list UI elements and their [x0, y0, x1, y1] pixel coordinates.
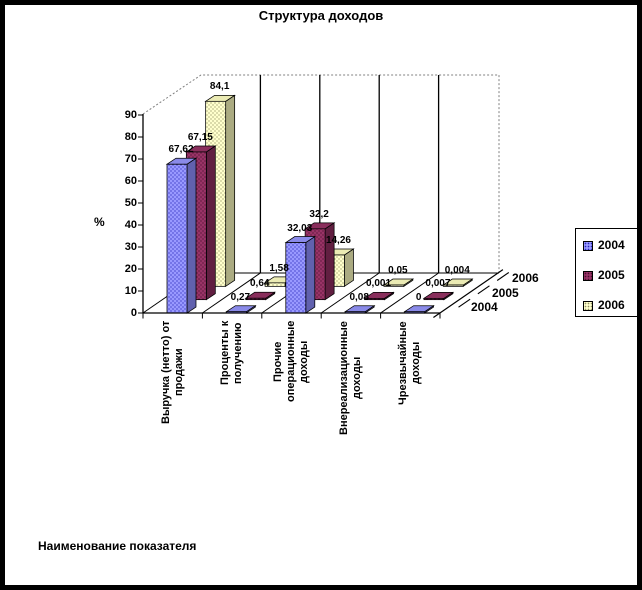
bar-front-face	[383, 284, 405, 287]
bar-front-face	[245, 297, 267, 301]
axes-group	[138, 114, 510, 319]
depth-tick-mark	[496, 272, 510, 281]
bar-2005-cat5	[422, 291, 455, 301]
bar-2004-cat2	[225, 304, 257, 314]
bar-front-face	[423, 297, 445, 301]
bar-2005-cat2	[244, 291, 276, 301]
depth-tick-mark	[458, 298, 471, 308]
bars-group	[165, 94, 474, 314]
floor-divider	[320, 272, 380, 314]
bar-front-face	[264, 282, 286, 287]
bar-front-face	[364, 297, 385, 301]
chart-canvas	[138, 74, 510, 319]
plot-gridlines	[142, 75, 499, 314]
floor-divider	[380, 272, 439, 314]
bar-front-face	[285, 242, 307, 314]
bar-front-face	[166, 163, 188, 314]
bar-side-face	[225, 94, 236, 288]
bar-side-face	[344, 248, 354, 288]
bar-2004-cat3	[284, 235, 317, 314]
bar-2006-cat5	[442, 278, 474, 288]
back-wall	[201, 75, 499, 273]
bar-side-face	[324, 222, 335, 301]
bar-2006-cat4	[382, 278, 415, 288]
bar-2004-cat1	[165, 157, 198, 314]
bar-2005-cat4	[363, 291, 395, 301]
bar-side-face	[186, 157, 197, 314]
bar-front-face	[442, 284, 464, 287]
bar-side-face	[205, 145, 216, 301]
floor-divider	[202, 272, 261, 314]
depth-axis	[433, 269, 504, 318]
bar-2004-cat5	[403, 304, 435, 314]
depth-tick-mark	[477, 285, 490, 295]
bar-side-face	[305, 235, 316, 314]
